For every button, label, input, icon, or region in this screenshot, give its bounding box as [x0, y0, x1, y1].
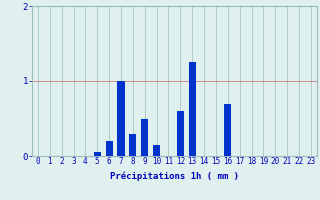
Bar	[117, 81, 124, 156]
Bar	[106, 141, 113, 156]
Bar	[153, 145, 160, 156]
X-axis label: Précipitations 1h ( mm ): Précipitations 1h ( mm )	[110, 172, 239, 181]
Bar	[129, 134, 136, 156]
Bar	[141, 118, 148, 156]
Bar	[94, 152, 101, 156]
Bar	[224, 104, 231, 156]
Bar	[177, 111, 184, 156]
Bar	[189, 62, 196, 156]
